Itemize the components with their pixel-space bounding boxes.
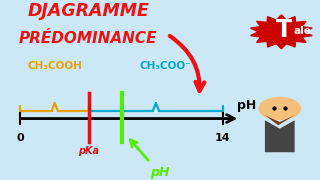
Text: CH₃COOH: CH₃COOH [27,61,82,71]
Circle shape [259,98,300,119]
Text: 0: 0 [17,133,24,143]
Polygon shape [265,120,295,152]
Text: pH: pH [150,166,169,179]
Text: PRÉDOMINANCE: PRÉDOMINANCE [19,31,158,46]
Text: CH₃COO⁻: CH₃COO⁻ [140,61,191,71]
Polygon shape [265,115,295,125]
Text: ale: ale [294,26,312,36]
Text: T: T [276,18,292,42]
Text: 14: 14 [215,133,231,143]
Text: pKa: pKa [78,145,100,156]
Text: DJAGRAMME: DJAGRAMME [28,2,149,20]
Text: pH: pH [237,99,256,112]
Polygon shape [251,15,312,49]
